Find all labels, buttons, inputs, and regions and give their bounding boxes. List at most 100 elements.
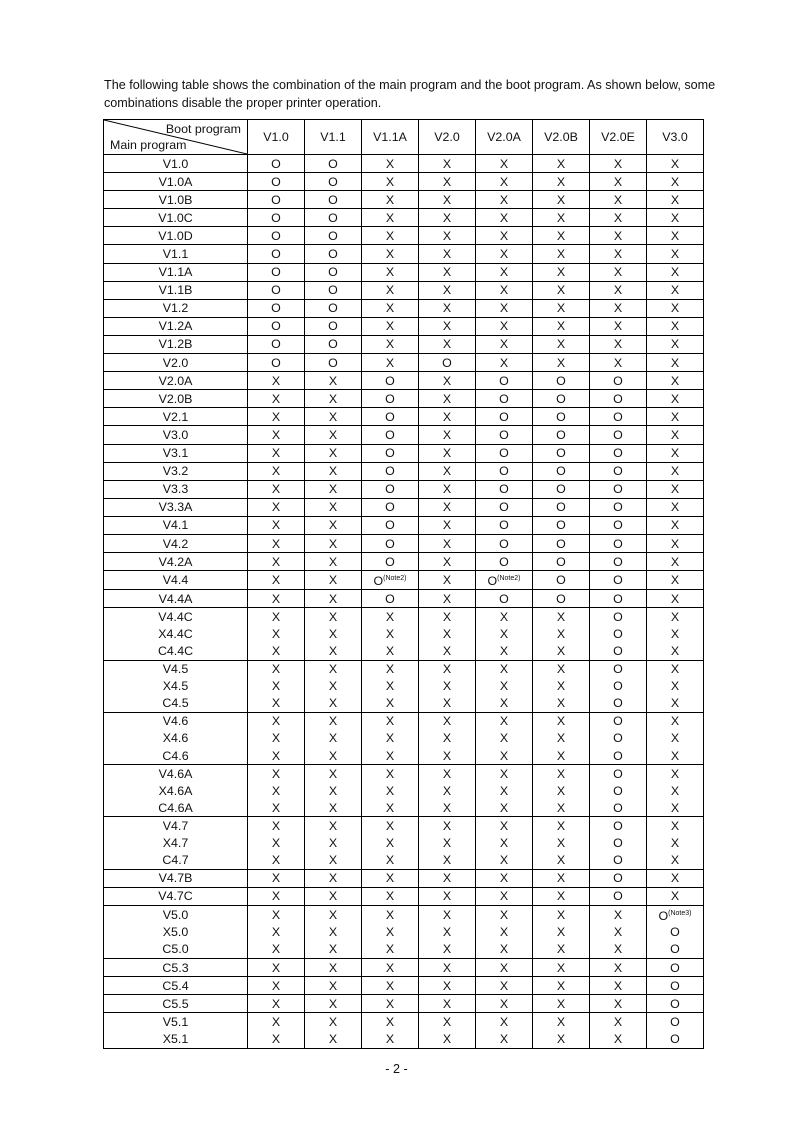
compatibility-cell: X <box>532 353 590 372</box>
compatibility-cell: O <box>247 298 305 318</box>
table-row: V1.0 O O X X X X X X <box>103 153 704 173</box>
compatibility-cell: X <box>247 371 305 390</box>
table-row: C4.4C X X X X X X O X <box>103 642 704 661</box>
compatibility-cell: X <box>304 625 362 643</box>
compatibility-cell: O <box>247 208 305 227</box>
compatibility-cell: X <box>361 607 419 626</box>
compatibility-cell: X <box>646 153 704 173</box>
compatibility-cell: O <box>532 497 590 517</box>
compatibility-cell: X <box>532 316 590 336</box>
compatibility-cell: X <box>418 298 476 318</box>
compatibility-cell: X <box>475 677 533 695</box>
compatibility-cell: X <box>304 729 362 747</box>
compatibility-cell: O <box>589 729 647 747</box>
main-program-cell: V1.2A <box>103 316 248 336</box>
column-header: V1.1 <box>304 119 362 155</box>
compatibility-cell: O <box>304 316 362 336</box>
compatibility-cell: X <box>646 625 704 643</box>
compatibility-cell: X <box>589 353 647 372</box>
compatibility-cell: X <box>418 868 476 888</box>
compatibility-cell: X <box>589 244 647 264</box>
compatibility-cell: X <box>418 659 476 678</box>
compatibility-cell: X <box>532 262 590 282</box>
compatibility-cell: O <box>475 425 533 444</box>
main-program-cell: V5.1 <box>103 1012 248 1031</box>
compatibility-cell: X <box>304 533 362 553</box>
compatibility-cell: X <box>247 940 305 959</box>
column-header: V2.0E <box>589 119 647 155</box>
compatibility-cell: O <box>646 976 704 995</box>
compatibility-cell: X <box>646 886 704 906</box>
compatibility-cell: O <box>589 694 647 713</box>
table-row: V2.0A X X O X O O O X <box>103 371 704 390</box>
compatibility-cell: X <box>361 799 419 817</box>
main-program-cell: X4.5 <box>103 677 248 695</box>
compatibility-cell: O <box>589 625 647 643</box>
compatibility-cell: X <box>646 425 704 444</box>
compatibility-cell: X <box>247 625 305 643</box>
compatibility-cell: X <box>646 868 704 888</box>
column-header: V1.0 <box>247 119 305 155</box>
compatibility-cell: O <box>589 479 647 499</box>
compatibility-cell: X <box>475 782 533 800</box>
compatibility-cell: X <box>304 694 362 713</box>
corner-header-cell: Boot program Main program <box>103 119 248 155</box>
compatibility-cell: X <box>532 904 590 924</box>
compatibility-cell: X <box>532 851 590 870</box>
compatibility-cell: O <box>532 589 590 608</box>
compatibility-cell: O <box>475 589 533 608</box>
compatibility-mark: O <box>373 574 384 589</box>
compatibility-cell: X <box>304 711 362 730</box>
compatibility-cell: X <box>304 407 362 426</box>
compatibility-cell: X <box>361 226 419 245</box>
compatibility-cell: X <box>532 642 590 661</box>
compatibility-cell: O <box>589 782 647 800</box>
compatibility-cell: X <box>646 461 704 481</box>
compatibility-cell: X <box>361 625 419 643</box>
compatibility-cell: O <box>304 280 362 300</box>
compatibility-cell: X <box>418 816 476 835</box>
compatibility-cell: X <box>247 479 305 499</box>
compatibility-cell: X <box>304 552 362 571</box>
note-reference: (Note2) <box>497 575 521 583</box>
compatibility-cell: X <box>418 479 476 499</box>
compatibility-cell: X <box>589 923 647 941</box>
compatibility-cell: X <box>475 316 533 336</box>
compatibility-cell: X <box>361 747 419 765</box>
compatibility-cell: X <box>589 226 647 245</box>
compatibility-cell: O <box>589 711 647 730</box>
compatibility-cell: X <box>589 316 647 336</box>
compatibility-cell: X <box>361 904 419 924</box>
compatibility-cell: X <box>304 923 362 941</box>
compatibility-cell: O <box>361 479 419 499</box>
compatibility-cell: O <box>247 262 305 282</box>
compatibility-cell: O <box>589 589 647 608</box>
compatibility-cell: X <box>361 729 419 747</box>
compatibility-cell: O <box>475 515 533 535</box>
compatibility-cell: X <box>361 642 419 661</box>
table-row: X5.1 X X X X X X X O <box>103 1030 704 1049</box>
table-row: V1.0C O O X X X X X X <box>103 208 704 227</box>
compatibility-cell: O <box>532 515 590 535</box>
main-program-cell: V2.0A <box>103 371 248 390</box>
compatibility-cell: X <box>247 994 305 1013</box>
compatibility-cell: X <box>418 371 476 390</box>
main-program-cell: V4.6 <box>103 711 248 730</box>
compatibility-cell: X <box>475 886 533 906</box>
compatibility-cell: X <box>361 208 419 227</box>
table-row: V4.2 X X O X O O O X <box>103 533 704 553</box>
main-program-label: Main program <box>110 138 187 152</box>
compatibility-cell: X <box>304 799 362 817</box>
compatibility-cell: X <box>589 190 647 209</box>
table-row: V4.7 X X X X X X O X <box>103 816 704 835</box>
page-number: - 2 - <box>385 1062 408 1076</box>
table-row: V4.1 X X O X O O O X <box>103 515 704 535</box>
table-row: C5.4 X X X X X X X O <box>103 976 704 995</box>
compatibility-cell: O <box>646 923 704 941</box>
compatibility-cell: O <box>589 407 647 426</box>
compatibility-cell: O <box>304 172 362 191</box>
main-program-cell: C4.5 <box>103 694 248 713</box>
compatibility-cell: X <box>646 497 704 517</box>
compatibility-cell: X <box>247 443 305 463</box>
compatibility-cell: O <box>532 389 590 408</box>
